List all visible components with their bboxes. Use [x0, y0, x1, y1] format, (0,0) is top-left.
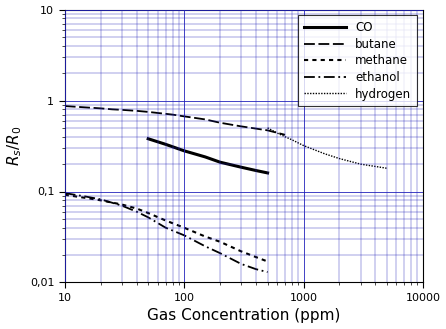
- butane: [202, 117, 208, 121]
- Line: butane: butane: [65, 106, 285, 135]
- methane: [253, 255, 259, 259]
- ethanol: [182, 233, 187, 237]
- butane: [265, 128, 270, 132]
- ethanol: [202, 244, 208, 248]
- methane: [182, 226, 187, 230]
- CO: [217, 160, 223, 164]
- hydrogen: [274, 131, 280, 135]
- Line: ethanol: ethanol: [65, 193, 268, 272]
- ethanol: [119, 204, 124, 208]
- hydrogen: [301, 143, 306, 147]
- Legend: CO, butane, methane, ethanol, hydrogen: CO, butane, methane, ethanol, hydrogen: [298, 15, 417, 106]
- butane: [170, 113, 175, 116]
- CO: [265, 171, 270, 175]
- butane: [134, 109, 139, 113]
- ethanol: [265, 270, 270, 274]
- Y-axis label: $R_s/R_0$: $R_s/R_0$: [5, 126, 24, 166]
- methane: [265, 260, 270, 264]
- ethanol: [62, 191, 67, 195]
- ethanol: [253, 267, 259, 271]
- methane: [119, 203, 124, 207]
- hydrogen: [358, 162, 363, 166]
- butane: [217, 121, 223, 125]
- CO: [239, 165, 244, 169]
- ethanol: [145, 215, 151, 219]
- methane: [98, 198, 103, 202]
- hydrogen: [322, 152, 327, 156]
- CO: [163, 142, 168, 146]
- X-axis label: Gas Concentration (ppm): Gas Concentration (ppm): [147, 309, 341, 323]
- ethanol: [98, 197, 103, 201]
- butane: [145, 110, 151, 114]
- methane: [217, 240, 223, 244]
- butane: [282, 133, 288, 137]
- ethanol: [134, 210, 139, 214]
- butane: [239, 124, 244, 128]
- ethanol: [239, 262, 244, 266]
- butane: [119, 108, 124, 112]
- butane: [83, 105, 88, 109]
- CO: [145, 137, 151, 141]
- methane: [145, 211, 151, 215]
- butane: [62, 104, 67, 108]
- Line: CO: CO: [148, 139, 268, 173]
- hydrogen: [289, 138, 295, 142]
- ethanol: [163, 226, 168, 230]
- CO: [202, 155, 208, 159]
- hydrogen: [384, 166, 390, 170]
- methane: [239, 249, 244, 253]
- butane: [110, 107, 115, 111]
- ethanol: [217, 251, 223, 255]
- Line: methane: methane: [65, 195, 268, 262]
- methane: [62, 193, 67, 197]
- methane: [202, 235, 208, 239]
- methane: [83, 196, 88, 200]
- methane: [134, 207, 139, 211]
- butane: [98, 106, 103, 110]
- Line: hydrogen: hydrogen: [268, 128, 387, 168]
- hydrogen: [337, 157, 342, 161]
- butane: [155, 111, 160, 115]
- CO: [253, 168, 259, 172]
- ethanol: [83, 194, 88, 198]
- hydrogen: [265, 126, 270, 130]
- butane: [182, 114, 187, 118]
- methane: [163, 218, 168, 222]
- CO: [182, 149, 187, 153]
- hydrogen: [282, 135, 288, 139]
